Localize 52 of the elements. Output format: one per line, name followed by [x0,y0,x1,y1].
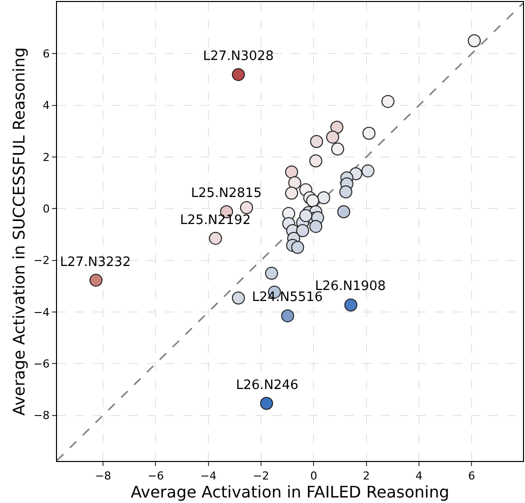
annotation: L25.N2192 [180,213,251,228]
point [326,130,340,144]
y-tick-label: −8 [33,409,50,422]
point [317,191,330,204]
x-tick-label: 6 [468,469,476,482]
point [339,185,352,198]
point [285,165,298,178]
x-tick-label: −6 [148,469,164,482]
point [240,201,254,214]
point [306,194,320,208]
x-tick-label: 2 [362,469,370,482]
x-tick-label: −2 [252,469,270,482]
y-tick-label: 4 [42,99,50,112]
y-tick-label: 2 [42,150,50,164]
point [232,68,245,82]
point [309,154,322,168]
point [291,240,304,254]
y-tick-label: 0 [42,202,50,216]
x-tick-label: 0 [310,469,318,482]
point [309,220,322,233]
point [260,396,274,410]
point [89,274,102,287]
point [232,292,245,305]
point [285,186,298,200]
y-tick-label: −6 [33,357,50,370]
point [344,298,358,312]
point [361,164,374,178]
point [288,176,302,190]
annotation: L27.N3028 [203,49,274,64]
x-tick-label: −4 [200,469,216,482]
point [299,209,312,222]
point [381,94,394,108]
y-tick-label: 6 [42,48,50,61]
point [468,34,481,48]
point [281,309,294,322]
point [337,205,350,218]
point [310,134,324,148]
x-axis-title: Average Activation in FAILED Reasoning [130,482,450,502]
x-tick-label: −8 [94,469,112,482]
point [296,224,310,238]
annotation: L25.N2815 [191,186,262,201]
point [362,126,376,140]
y-tick-label: −4 [33,306,50,319]
x-tick-label: 4 [416,469,423,482]
y-axis-title: Average Activation in SUCCESSFUL Reasoning [9,47,28,416]
annotation: L26.N246 [236,378,298,393]
y-tick-label: −2 [33,254,50,268]
point [330,120,344,134]
annotation: L27.N3232 [60,255,131,270]
point [265,266,278,280]
point [208,232,222,245]
point [331,142,344,156]
